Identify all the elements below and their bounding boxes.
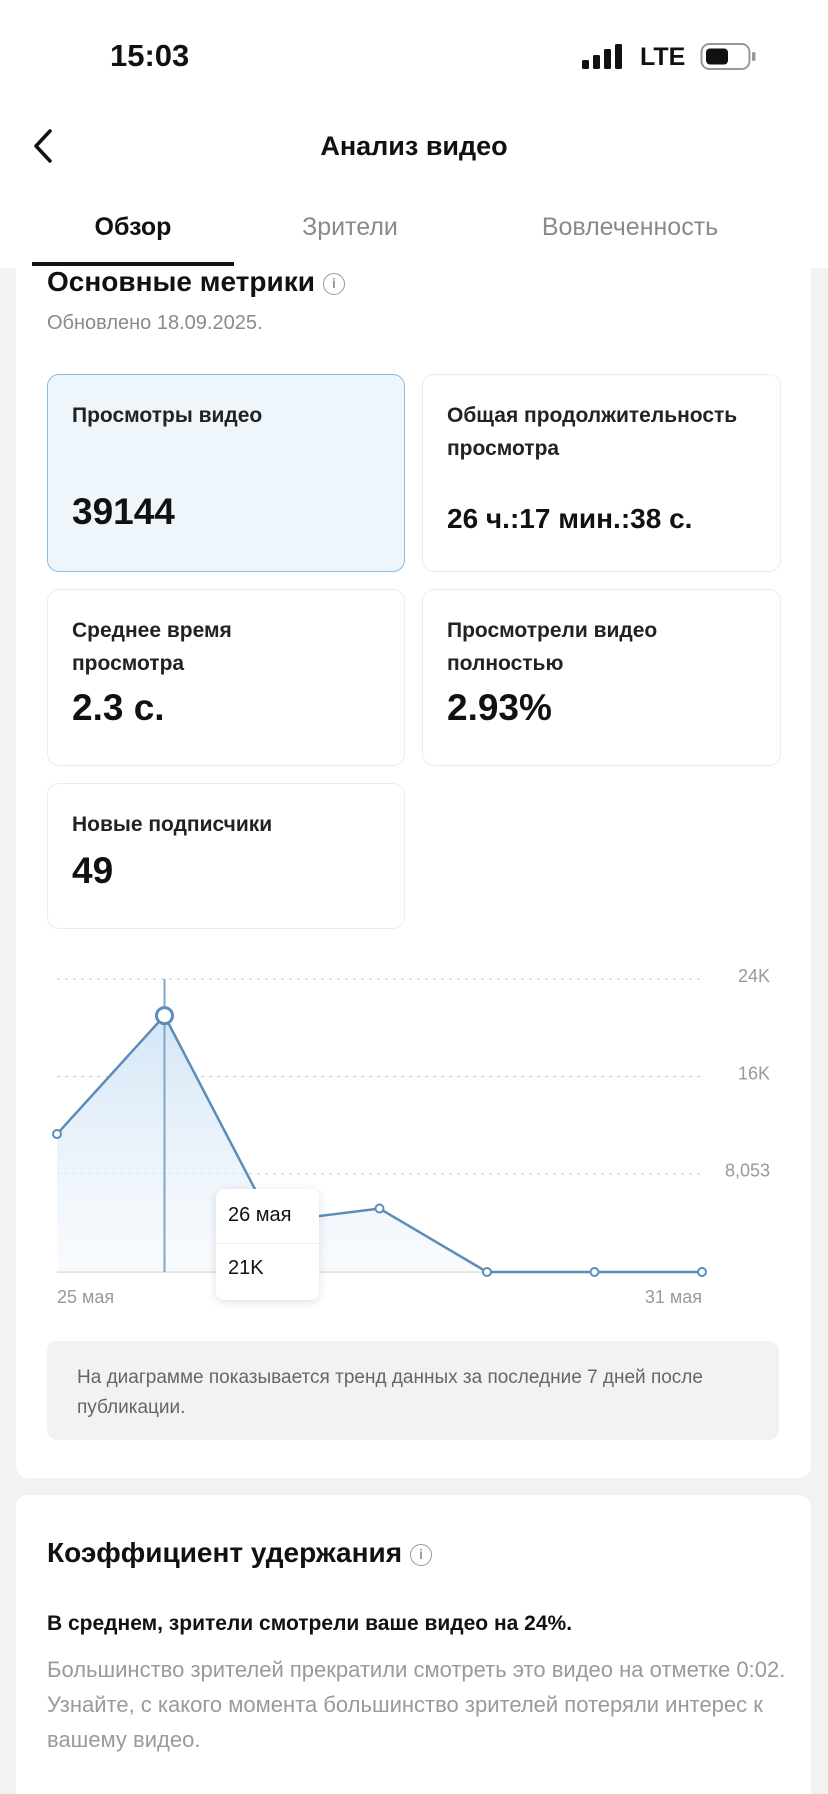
metric-value: 2.93% [447,687,552,728]
section-title-text: Основные метрики [47,266,315,297]
retention-text: Большинство зрителей прекратили смотреть… [47,1657,786,1752]
page-title: Анализ видео [320,131,508,161]
info-icon[interactable]: i [410,1543,433,1566]
metric-card[interactable]: Просмотрели видео полностью 2.93% [422,589,781,766]
back-button[interactable] [28,128,58,164]
data-point [697,1267,707,1277]
data-point [482,1267,492,1277]
retention-summary: В среднем, зрители смотрели ваше видео н… [47,1612,573,1635]
tooltip-date: 26 мая [228,1204,292,1226]
tab[interactable]: Зрители [302,213,398,241]
metric-card[interactable]: Просмотры видео 39144 [47,374,405,572]
metric-value: 26 ч.:17 мин.:38 с. [447,503,693,534]
y-tick-label: 16K [738,1063,770,1083]
area-fill [57,1015,702,1272]
y-tick-label: 24K [738,966,770,986]
tooltip-value: 21K [228,1257,264,1279]
header-bg [0,0,828,268]
signal-icon [582,44,622,69]
metric-card[interactable]: Новые подписчики 49 [47,783,405,929]
metric-label: Просмотрели видео полностью [447,619,658,675]
metric-label: Общая продолжительность просмотра [447,404,738,460]
network-label: LTE [640,43,686,71]
metric-value: 2.3 с. [72,687,165,728]
metric-card[interactable]: Среднее время просмотра 2.3 с. [47,589,405,766]
x-tick-label: 25 мая [57,1287,114,1307]
x-tick-label: 31 мая [645,1287,702,1307]
tab[interactable]: Обзор [94,213,172,241]
info-icon[interactable]: i [322,272,345,295]
metric-label: Новые подписчики [72,813,273,836]
status-time: 15:03 [110,38,190,73]
chart-note: На диаграмме показывается тренд данных з… [47,1341,779,1440]
metric-value: 49 [72,850,114,891]
retention-title-text: Коэффициент удержания [47,1537,403,1568]
trend-chart: 8,053 16K 24K 25 мая 31 мая [52,966,770,1307]
battery-icon [700,43,756,70]
updated-date: Обновлено 18.09.2025. [47,312,263,334]
metric-label: Просмотры видео [72,404,263,427]
tooltip-divider [216,1243,319,1244]
metric-card[interactable]: Общая продолжительность просмотра 26 ч.:… [422,374,781,572]
tab[interactable]: Вовлеченность [541,213,719,241]
retention-title: Коэффициент удержания i [47,1537,433,1569]
metric-value: 39144 [72,491,175,532]
data-point [155,1006,174,1026]
data-point [374,1203,385,1214]
y-tick-label: 8,053 [725,1160,770,1180]
section-title: Основные метрики i [47,266,345,298]
data-point [589,1267,600,1277]
metric-label: Среднее время просмотра [72,619,232,675]
data-point [52,1129,62,1140]
tab-indicator [32,262,234,266]
retention-card [16,1495,811,1794]
chart-tooltip: 26 мая 21K [216,1189,319,1300]
